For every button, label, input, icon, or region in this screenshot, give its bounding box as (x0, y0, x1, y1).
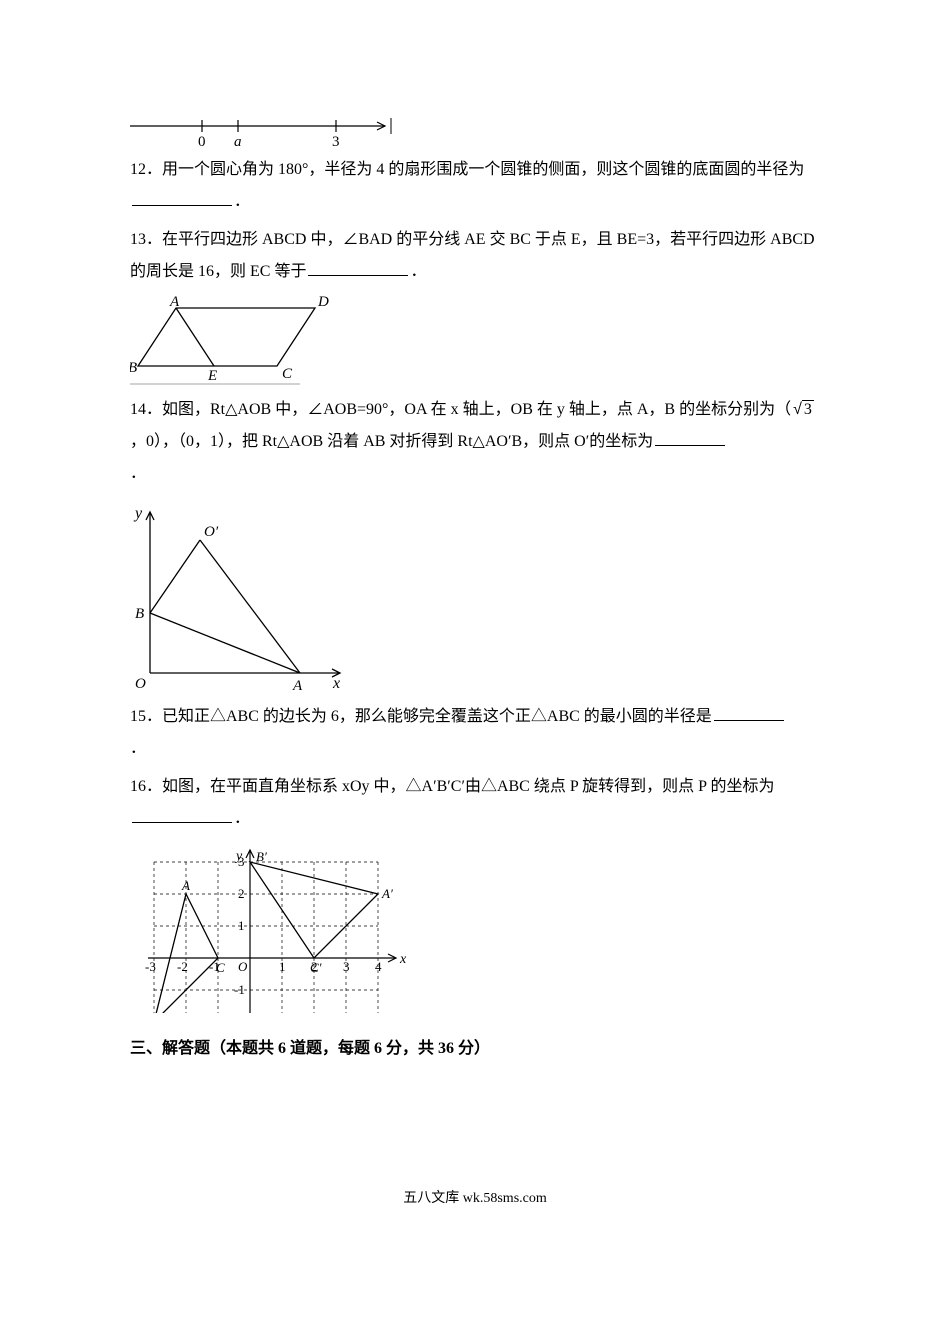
q13-blank (308, 260, 408, 276)
q16-figure: -3-2-11234-2-1123OxyABCA′B′C′ (130, 843, 820, 1013)
svg-text:2: 2 (238, 886, 245, 901)
q12-text-b: ． (234, 193, 250, 210)
svg-text:A: A (181, 878, 190, 893)
q12-blank (132, 190, 232, 206)
parallelogram-svg: A D B C E (130, 296, 330, 386)
q16-blank (132, 807, 232, 823)
svg-text:C: C (282, 366, 293, 382)
q16-text-b: ． (234, 810, 250, 827)
q16: 16．如图，在平面直角坐标系 xOy 中，△A′B′C′由△ABC 绕点 P 旋… (130, 771, 820, 835)
svg-text:C: C (216, 960, 225, 975)
q13-figure: A D B C E (130, 296, 820, 386)
q13-text-a: 13．在平行四边形 ABCD 中，∠BAD 的平分线 AE 交 BC 于点 E，… (130, 231, 815, 280)
svg-text:4: 4 (375, 959, 382, 974)
q14: 14．如图，Rt△AOB 中，∠AOB=90°，OA 在 x 轴上，OB 在 y… (130, 394, 820, 490)
svg-text:O: O (238, 959, 248, 974)
svg-text:-1: -1 (234, 982, 245, 997)
svg-text:3: 3 (343, 959, 350, 974)
svg-text:1: 1 (238, 918, 245, 933)
q12-text-a: 12．用一个圆心角为 180°，半径为 4 的扇形围成一个圆锥的侧面，则这个圆锥… (130, 161, 804, 178)
svg-text:x: x (399, 952, 407, 967)
svg-text:D: D (317, 296, 329, 310)
q13-text-b: ． (410, 263, 426, 280)
q14-text-b: ，0），（0，1），把 Rt△AOB 沿着 AB 对折得到 Rt△AO′B，则点… (130, 433, 653, 450)
svg-text:A: A (169, 296, 180, 310)
svg-text:A: A (292, 678, 303, 693)
q16-text-a: 16．如图，在平面直角坐标系 xOy 中，△A′B′C′由△ABC 绕点 P 旋… (130, 778, 774, 795)
svg-text:B: B (130, 360, 137, 376)
fold-triangle-svg: y x O A B O′ (130, 498, 350, 693)
q15: 15．已知正△ABC 的边长为 6，那么能够完全覆盖这个正△ABC 的最小圆的半… (130, 701, 820, 765)
rotation-grid-svg: -3-2-11234-2-1123OxyABCA′B′C′ (130, 843, 430, 1013)
svg-text:1: 1 (279, 959, 286, 974)
svg-text:y: y (133, 505, 143, 522)
number-line-svg: 0 a 3 (130, 108, 400, 146)
page-footer: 五八文库 wk.58sms.com (130, 1185, 820, 1213)
svg-text:B′: B′ (256, 849, 267, 864)
sqrt-3: √3 (791, 394, 814, 426)
q15-blank (714, 705, 784, 721)
q14-figure: y x O A B O′ (130, 498, 820, 693)
svg-text:y: y (234, 849, 243, 864)
section-3-title: 三、解答题（本题共 6 道题，每题 6 分，共 36 分） (130, 1033, 820, 1065)
q12: 12．用一个圆心角为 180°，半径为 4 的扇形围成一个圆锥的侧面，则这个圆锥… (130, 154, 820, 218)
svg-text:3: 3 (332, 134, 340, 146)
q11-figure: 0 a 3 (130, 108, 820, 146)
svg-text:-3: -3 (145, 959, 156, 974)
q14-text-a: 14．如图，Rt△AOB 中，∠AOB=90°，OA 在 x 轴上，OB 在 y… (130, 401, 791, 418)
svg-text:0: 0 (198, 134, 206, 146)
q15-text-a: 15．已知正△ABC 的边长为 6，那么能够完全覆盖这个正△ABC 的最小圆的半… (130, 708, 712, 725)
q13: 13．在平行四边形 ABCD 中，∠BAD 的平分线 AE 交 BC 于点 E，… (130, 224, 820, 288)
svg-text:O′: O′ (204, 524, 219, 540)
svg-text:O: O (135, 676, 146, 692)
q14-blank (655, 430, 725, 446)
svg-text:A′: A′ (381, 886, 393, 901)
svg-text:a: a (234, 134, 242, 146)
q15-text-b: ． (130, 740, 146, 757)
q14-text-c: ． (130, 465, 146, 482)
svg-text:E: E (207, 368, 217, 384)
svg-text:-2: -2 (177, 959, 188, 974)
svg-text:B: B (135, 606, 144, 622)
svg-text:x: x (332, 675, 340, 692)
svg-text:C′: C′ (310, 960, 322, 975)
